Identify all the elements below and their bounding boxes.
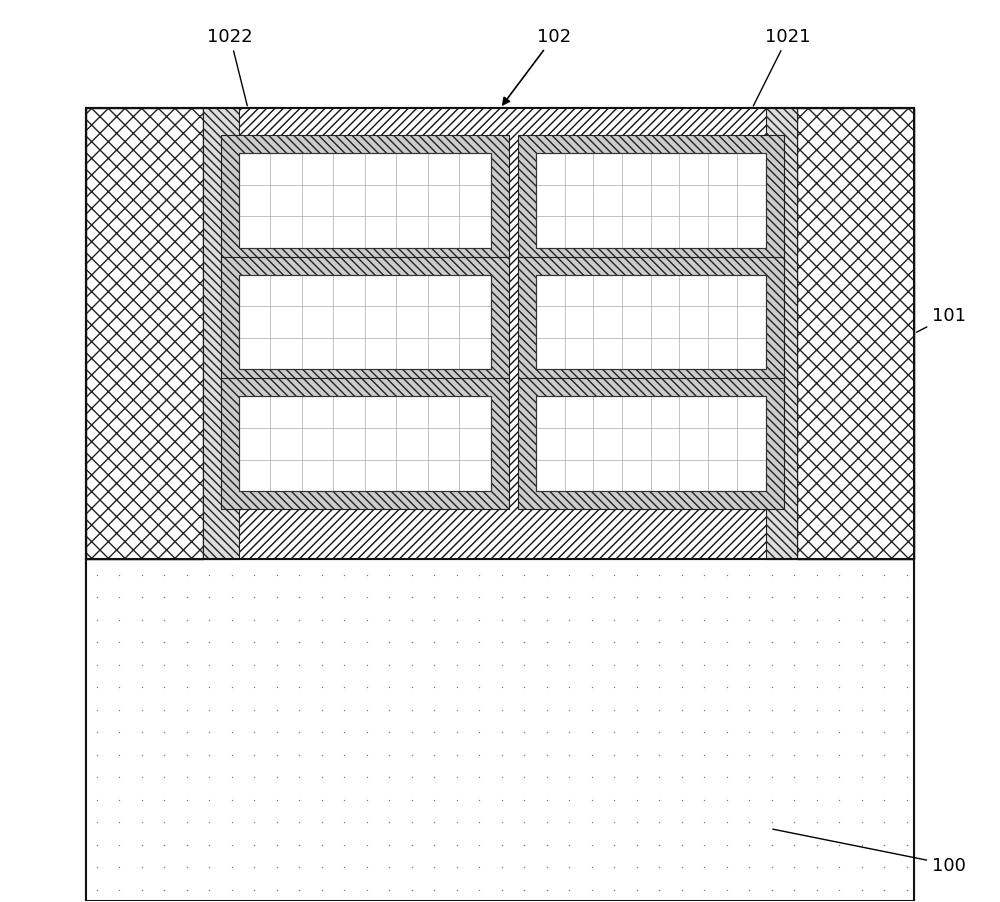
Bar <box>536 276 766 370</box>
Bar <box>86 109 914 559</box>
Bar <box>518 379 784 510</box>
Bar <box>536 397 766 492</box>
Bar <box>239 154 491 249</box>
Bar <box>518 136 784 267</box>
Bar <box>239 154 491 249</box>
Bar <box>221 258 509 388</box>
Bar <box>239 397 491 492</box>
Bar <box>86 109 203 559</box>
Bar <box>766 109 797 559</box>
Text: 101: 101 <box>917 307 966 333</box>
Bar <box>518 258 784 388</box>
Text: 100: 100 <box>773 829 966 874</box>
Bar <box>797 109 914 559</box>
Bar <box>221 136 509 267</box>
Bar <box>536 397 766 492</box>
Bar <box>86 109 914 900</box>
Bar <box>86 109 203 559</box>
Text: 1022: 1022 <box>207 28 253 106</box>
Bar <box>239 397 491 492</box>
Bar <box>203 109 239 559</box>
Bar <box>797 109 914 559</box>
Bar <box>536 154 766 249</box>
Bar <box>536 154 766 249</box>
Bar <box>203 109 797 559</box>
Text: 1021: 1021 <box>753 28 811 106</box>
Bar <box>86 559 914 900</box>
Bar <box>86 109 203 559</box>
Bar <box>239 276 491 370</box>
Bar <box>536 276 766 370</box>
Bar <box>221 379 509 510</box>
Text: 102: 102 <box>503 28 571 106</box>
Bar <box>239 276 491 370</box>
Bar <box>797 109 914 559</box>
